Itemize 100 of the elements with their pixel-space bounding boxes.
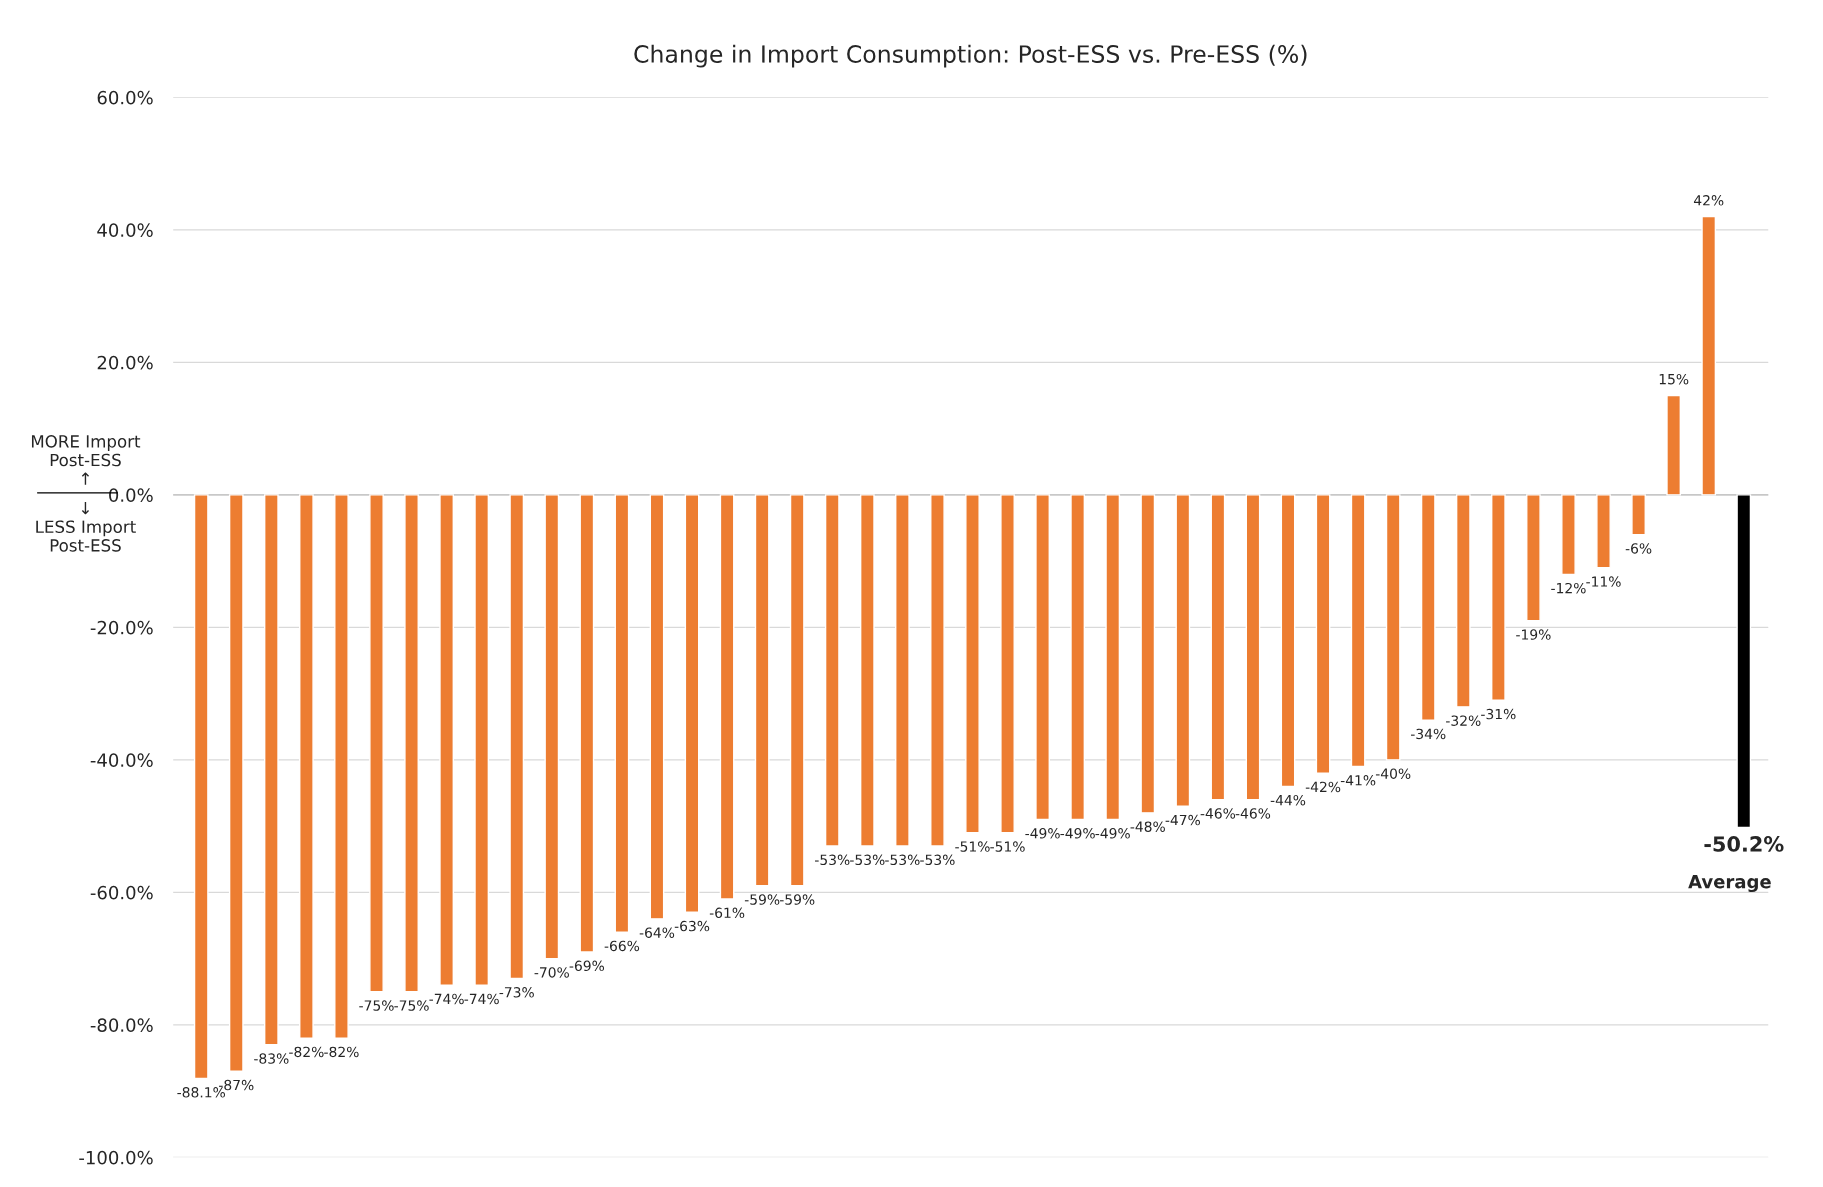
- y-tick-label: -60.0%: [90, 885, 153, 900]
- data-label: -75%: [394, 1000, 429, 1011]
- y-tick-label: 40.0%: [97, 223, 153, 237]
- data-label: -42%: [1305, 781, 1341, 793]
- bar: [824, 494, 840, 847]
- bar: [1455, 494, 1471, 708]
- data-label: -49%: [1060, 828, 1095, 839]
- data-label: -46%: [1200, 808, 1236, 819]
- data-label: -48%: [1130, 821, 1165, 832]
- data-label: -12%: [1551, 582, 1586, 594]
- data-label: -49%: [1025, 828, 1060, 839]
- y-tick-label: -40.0%: [90, 753, 153, 767]
- bar: [965, 494, 980, 834]
- bar: [1105, 494, 1121, 821]
- data-label: -75%: [359, 1000, 394, 1011]
- bar: [930, 494, 945, 847]
- y-tick-label: 20.0%: [97, 355, 153, 370]
- bar: [754, 494, 770, 887]
- bar: [544, 494, 560, 960]
- bar: [1631, 494, 1646, 536]
- bar: [1596, 494, 1611, 569]
- annotation: Average: [1688, 875, 1771, 893]
- bar: [1280, 494, 1296, 788]
- bar: [1315, 494, 1331, 774]
- bar: [1666, 394, 1682, 496]
- y-tick-label: -80.0%: [90, 1018, 153, 1032]
- y-tick-label: 60.0%: [97, 90, 153, 105]
- data-label: -64%: [639, 927, 675, 938]
- data-label: -40%: [1375, 768, 1411, 779]
- data-label: -44%: [1270, 794, 1306, 806]
- data-label: -51%: [990, 841, 1025, 852]
- bar: [1526, 494, 1541, 622]
- data-label: -74%: [429, 993, 464, 1005]
- data-label: -49%: [1095, 828, 1130, 839]
- data-label: -34%: [1410, 728, 1446, 740]
- data-label: -50.2%: [1704, 836, 1784, 852]
- bar: [859, 494, 875, 847]
- chart-title: Change in Import Consumption: Post-ESS vs. Pre-ESS (%): [634, 44, 1307, 68]
- bar: [1350, 494, 1366, 768]
- data-label: -53%: [815, 854, 850, 866]
- bar: [1070, 494, 1086, 821]
- data-label: -32%: [1446, 715, 1481, 726]
- data-label: -47%: [1165, 814, 1201, 826]
- data-label: -83%: [254, 1053, 289, 1064]
- bar: [404, 494, 419, 993]
- data-label: 42%: [1693, 195, 1724, 206]
- bar: [1245, 494, 1261, 801]
- bar: [895, 494, 910, 847]
- data-label: -53%: [885, 854, 920, 866]
- data-label: -31%: [1481, 708, 1516, 720]
- bar: [614, 494, 630, 933]
- data-label: -66%: [604, 940, 640, 952]
- data-label: -19%: [1516, 629, 1551, 640]
- bar: [789, 494, 805, 887]
- bar: [193, 494, 209, 1080]
- bar: [1035, 494, 1050, 821]
- bar: [228, 494, 244, 1072]
- bar: [1420, 494, 1436, 721]
- bar: [1736, 494, 1752, 829]
- bar: [684, 494, 700, 913]
- data-label: -59%: [744, 894, 780, 905]
- data-label: -82%: [289, 1046, 324, 1058]
- bar: [1701, 215, 1717, 496]
- data-label: -73%: [499, 987, 534, 998]
- data-label: -41%: [1340, 775, 1376, 786]
- y-tick-label: -100.0%: [79, 1150, 153, 1165]
- bar: [1175, 494, 1191, 807]
- bar: [1000, 494, 1015, 834]
- data-label: 15%: [1659, 373, 1689, 385]
- data-label: -53%: [920, 854, 955, 866]
- bar: [439, 494, 454, 986]
- data-label: -82%: [324, 1046, 359, 1058]
- data-label: -11%: [1586, 576, 1621, 587]
- data-label: -61%: [709, 907, 745, 919]
- bar: [1491, 494, 1506, 701]
- bar: [1140, 494, 1156, 814]
- bar: [509, 494, 525, 980]
- bar: [649, 494, 665, 920]
- data-label: -74%: [464, 993, 499, 1005]
- data-label: -51%: [955, 841, 990, 852]
- bar: [1561, 494, 1576, 576]
- text: ↓ LESS Import Post-ESS: [36, 501, 136, 552]
- bar: [369, 494, 384, 993]
- bar: [579, 494, 595, 953]
- bar: [334, 494, 349, 1039]
- bar: [719, 494, 735, 900]
- data-label: -53%: [850, 854, 885, 866]
- y-tick-label: 0.0%: [109, 488, 153, 502]
- data-label: -46%: [1235, 808, 1271, 819]
- bar: [474, 494, 490, 986]
- data-label: -59%: [779, 894, 815, 905]
- data-label: -69%: [569, 960, 605, 972]
- y-tick-label: -20.0%: [90, 620, 153, 635]
- bar: [299, 494, 314, 1039]
- data-label: -63%: [674, 920, 710, 932]
- text: MORE Import Post-ESS ↑: [31, 435, 141, 485]
- bar: [1210, 494, 1226, 801]
- data-label: -6%: [1625, 543, 1652, 554]
- data-label: -70%: [534, 967, 569, 978]
- bar: [263, 494, 279, 1046]
